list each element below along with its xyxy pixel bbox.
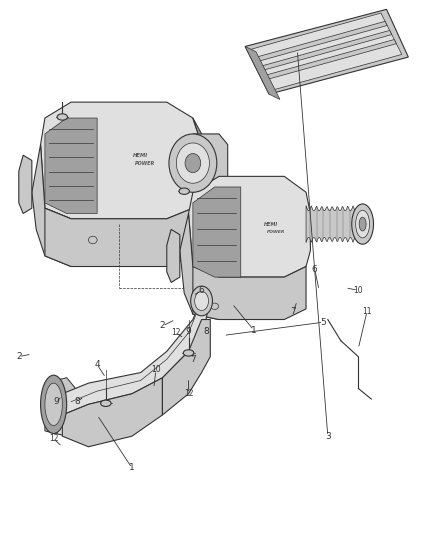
Text: 1: 1 <box>129 464 135 472</box>
Text: POWER: POWER <box>266 230 285 234</box>
Ellipse shape <box>359 217 366 231</box>
Text: 12: 12 <box>184 389 193 398</box>
Polygon shape <box>167 229 180 282</box>
Text: 9: 9 <box>53 397 59 406</box>
Ellipse shape <box>191 286 212 316</box>
Text: 7: 7 <box>190 355 196 364</box>
Text: HEMI: HEMI <box>133 152 148 158</box>
Text: 10: 10 <box>151 366 161 374</box>
Polygon shape <box>162 319 210 415</box>
Ellipse shape <box>169 134 217 192</box>
Text: 8: 8 <box>203 327 209 336</box>
Ellipse shape <box>184 350 194 356</box>
Polygon shape <box>255 21 387 61</box>
Ellipse shape <box>185 154 201 173</box>
Polygon shape <box>32 144 71 266</box>
Text: 2: 2 <box>159 321 165 330</box>
Polygon shape <box>264 39 396 80</box>
Ellipse shape <box>41 375 67 433</box>
Ellipse shape <box>211 303 219 310</box>
Polygon shape <box>193 266 306 319</box>
Text: HEMI: HEMI <box>264 222 279 227</box>
Ellipse shape <box>356 211 370 238</box>
Text: 6: 6 <box>312 265 318 273</box>
Text: 2: 2 <box>16 352 21 361</box>
Ellipse shape <box>179 188 189 195</box>
Text: 10: 10 <box>353 286 363 295</box>
Ellipse shape <box>45 383 62 425</box>
Polygon shape <box>306 206 358 243</box>
Text: 11: 11 <box>362 307 372 316</box>
Ellipse shape <box>88 236 97 244</box>
Ellipse shape <box>57 114 67 120</box>
Polygon shape <box>193 118 210 256</box>
Polygon shape <box>45 378 80 436</box>
Text: POWER: POWER <box>135 160 155 166</box>
Text: 1: 1 <box>251 326 257 335</box>
Polygon shape <box>41 102 201 219</box>
Text: 12: 12 <box>171 328 180 337</box>
Text: 7: 7 <box>290 307 296 316</box>
Polygon shape <box>260 30 392 70</box>
Ellipse shape <box>194 292 208 311</box>
Text: 3: 3 <box>325 432 331 441</box>
Text: 12: 12 <box>49 434 58 443</box>
Polygon shape <box>19 155 32 214</box>
Polygon shape <box>45 118 97 214</box>
Text: 6: 6 <box>199 286 205 295</box>
Polygon shape <box>45 378 80 399</box>
Polygon shape <box>245 46 280 100</box>
Ellipse shape <box>177 143 209 183</box>
Polygon shape <box>193 187 241 277</box>
Text: 4: 4 <box>94 360 100 369</box>
Polygon shape <box>252 13 402 91</box>
Text: 5: 5 <box>321 318 326 327</box>
Polygon shape <box>62 378 162 447</box>
Text: 8: 8 <box>74 397 81 406</box>
Polygon shape <box>188 176 311 277</box>
Polygon shape <box>45 208 193 266</box>
Polygon shape <box>193 134 228 192</box>
Polygon shape <box>62 298 210 415</box>
Polygon shape <box>180 214 219 319</box>
Ellipse shape <box>101 400 111 407</box>
Polygon shape <box>245 10 408 94</box>
Text: 9: 9 <box>186 327 191 336</box>
Ellipse shape <box>352 204 374 244</box>
